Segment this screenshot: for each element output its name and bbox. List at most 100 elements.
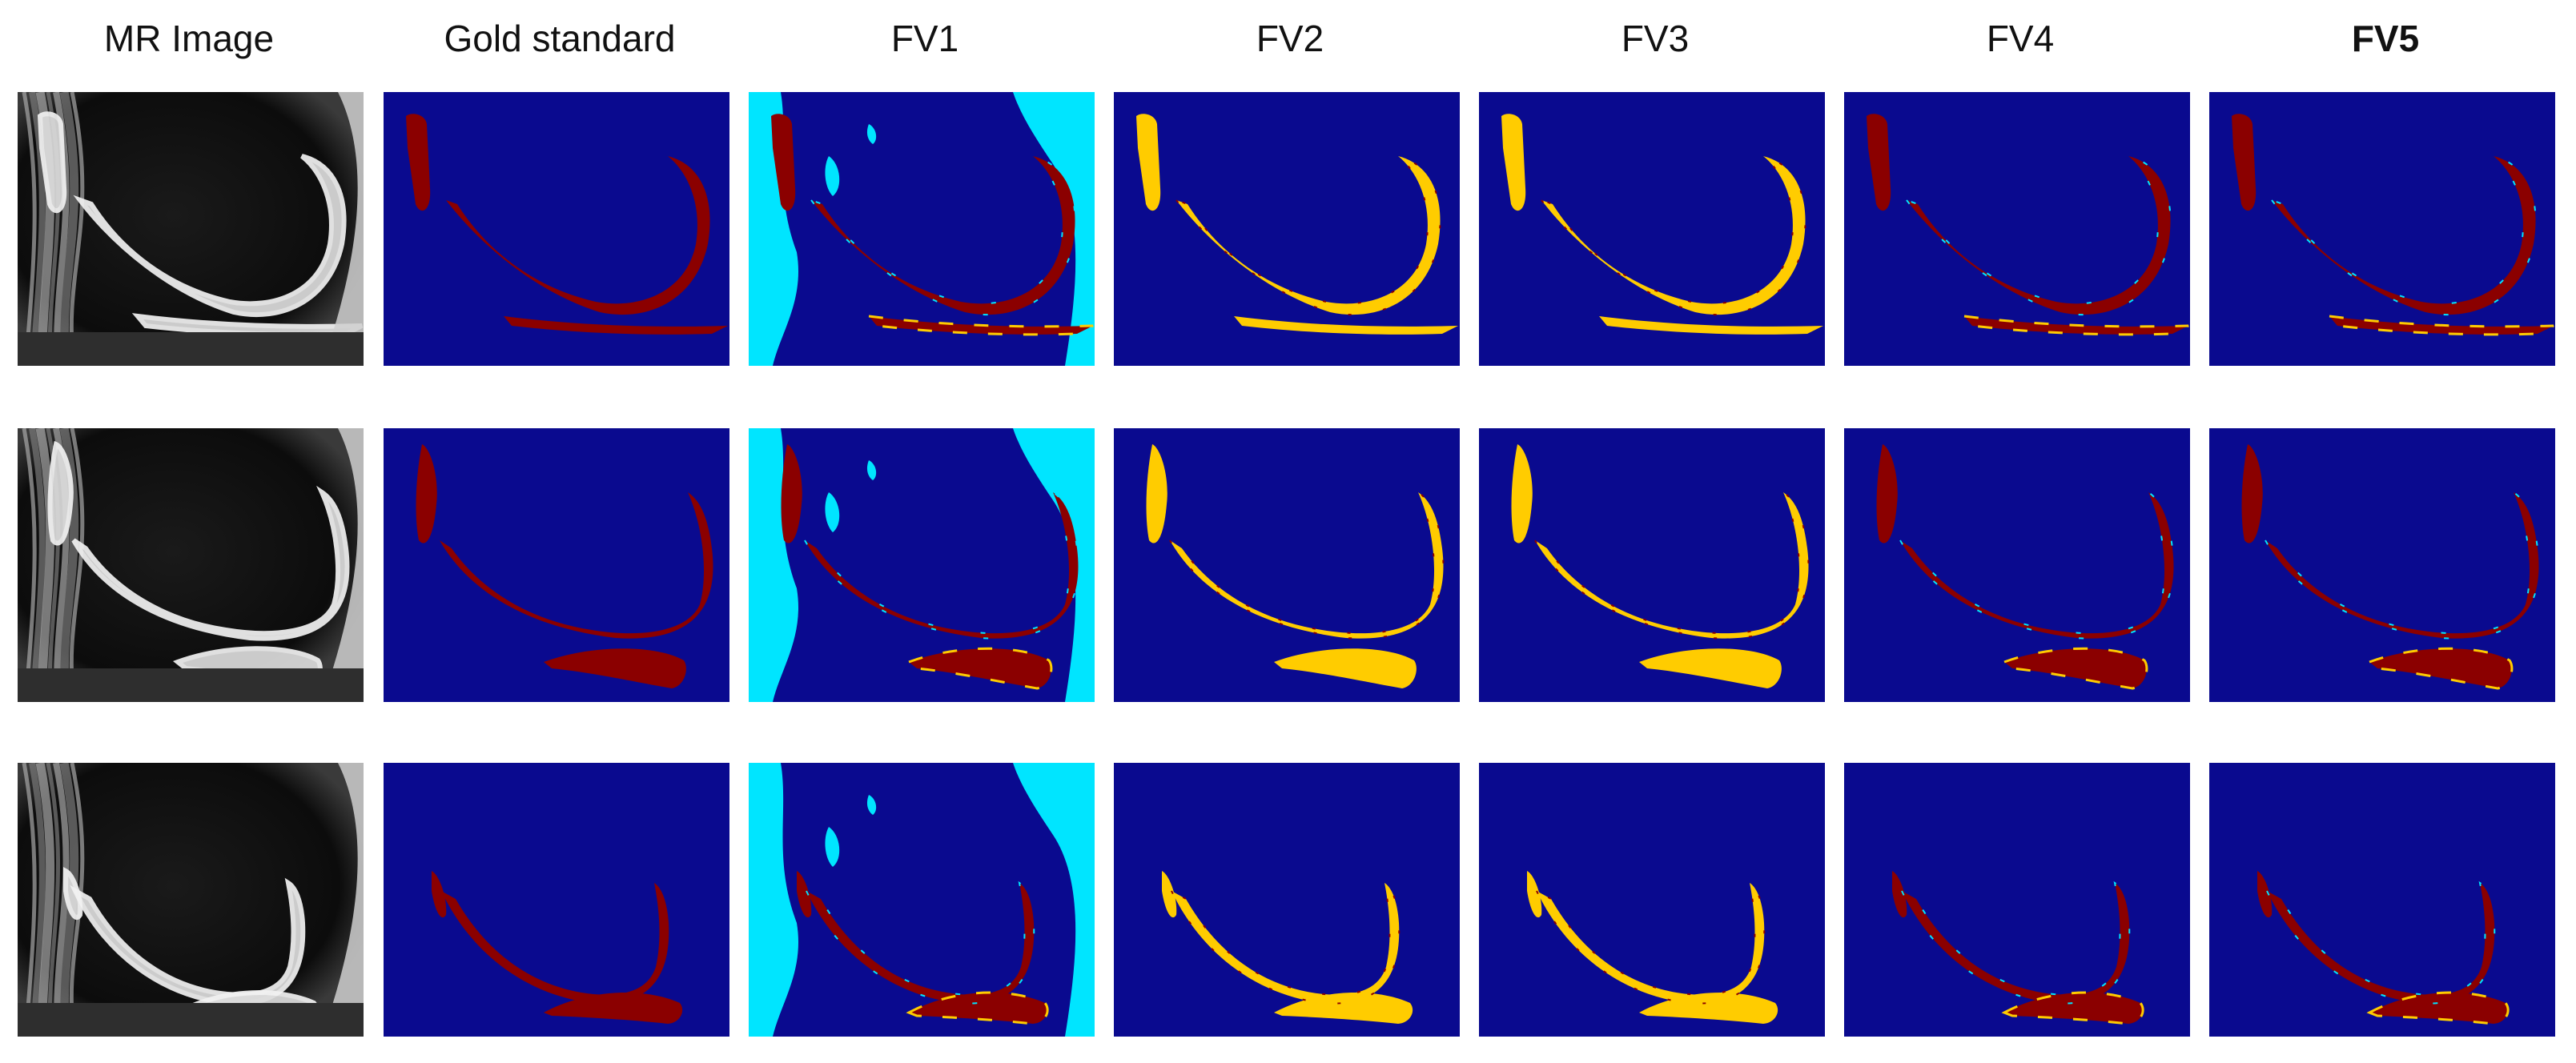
false-positive-edge [804, 880, 1035, 1005]
gold-standard-image-row-2 [384, 428, 729, 702]
fv5-image-row-3 [2209, 763, 2555, 1037]
cartilage-patella [1501, 114, 1526, 211]
cartilage-femur [1171, 883, 1400, 1004]
fv1-image-row-2 [749, 428, 1095, 702]
column-title-mr-image: MR Image [103, 18, 275, 59]
false-positive-region [749, 763, 799, 1037]
cartilage-femur [811, 156, 1075, 315]
panel-fv5-row-1 [2209, 92, 2555, 366]
panel-fv1-row-2 [749, 428, 1095, 702]
fv1-image-row-3 [749, 763, 1095, 1037]
cartilage-femur [446, 156, 710, 315]
panel-mr-image-row-1 [18, 92, 364, 366]
cartilage-femur [1907, 156, 2171, 315]
column-title-fv1: FV1 [890, 18, 959, 59]
panel-fv1-row-3 [749, 763, 1095, 1037]
column-title-gold-standard: Gold standard [444, 18, 676, 59]
false-negative-edge [906, 647, 1053, 690]
soft-tissue-streak [22, 428, 37, 702]
cartilage-patella [416, 444, 437, 544]
column-title-fv5: FV5 [2351, 18, 2420, 59]
cartilage-tibia [1639, 993, 1778, 1024]
mri-right-tissue [322, 92, 364, 366]
soft-tissue-streak [35, 428, 55, 702]
segmentation-background [2209, 92, 2555, 366]
false-negative-edge [2366, 647, 2514, 690]
true-positive-specks [1534, 880, 1766, 1005]
mri-patella-rim [63, 867, 83, 921]
soft-tissue-streak [29, 763, 46, 1037]
panel-fv3-row-3 [1479, 763, 1825, 1037]
soft-tissue-streak [29, 92, 46, 366]
cartilage-femur [1902, 883, 2130, 1004]
mri-lower-band [18, 332, 364, 366]
cartilage-femur [440, 492, 713, 639]
cartilage-tibia [1274, 993, 1413, 1024]
cartilage-tibia [1274, 648, 1417, 688]
soft-tissue-streak [59, 92, 79, 366]
mri-right-tissue [322, 428, 364, 702]
cartilage-patella [1876, 444, 1898, 544]
panel-fv4-row-2 [1844, 428, 2190, 702]
soft-tissue-streak [29, 428, 46, 702]
mri-femur-rim [73, 154, 347, 318]
column-title-fv4: FV4 [1986, 18, 2055, 59]
cartilage-femur [2265, 492, 2539, 639]
gold-standard-image-row-3 [384, 763, 729, 1037]
false-negative-edge [2001, 647, 2148, 690]
fv5-image-row-2 [2209, 428, 2555, 702]
fv3-image-row-3 [1479, 763, 1825, 1037]
panel-mr-image-row-2 [18, 428, 364, 702]
false-negative-edge [2001, 991, 2144, 1025]
soft-tissue-streak [22, 763, 37, 1037]
cartilage-patella [2257, 871, 2273, 918]
cartilage-patella [1527, 871, 1542, 918]
cartilage-femur [805, 492, 1079, 639]
fv2-image-row-1 [1114, 92, 1460, 366]
panel-fv5-row-2 [2209, 428, 2555, 702]
cartilage-femur [1541, 156, 1806, 315]
false-positive-region [866, 795, 877, 815]
false-positive-edge [1899, 880, 2131, 1005]
cartilage-femur [2272, 156, 2536, 315]
fv2-image-row-3 [1114, 763, 1460, 1037]
false-positive-region [1013, 763, 1095, 1037]
cartilage-tibia [1639, 648, 1782, 688]
false-positive-region [866, 460, 877, 480]
false-negative-edge [1961, 315, 2189, 336]
panel-fv2-row-2 [1114, 428, 1460, 702]
cartilage-patella [1146, 444, 1167, 544]
cartilage-tibia [544, 648, 686, 688]
cartilage-femur [441, 883, 669, 1004]
cartilage-patella [432, 871, 447, 918]
mr-image-image-row-1 [18, 92, 364, 366]
soft-tissue-streak [22, 92, 37, 366]
mr-image-image-row-2 [18, 428, 364, 702]
fv4-image-row-3 [1844, 763, 2190, 1037]
segmentation-background [1479, 92, 1825, 366]
cartilage-femur [1535, 492, 1809, 639]
fv4-image-row-1 [1844, 92, 2190, 366]
fv2-image-row-2 [1114, 428, 1460, 702]
panel-mr-image-row-3 [18, 763, 364, 1037]
cartilage-tibia [909, 648, 1051, 688]
soft-tissue-streak [53, 763, 70, 1037]
mri-femur-rim [70, 877, 306, 1006]
panel-fv4-row-1 [1844, 92, 2190, 366]
mri-patella-rim [37, 111, 67, 214]
panel-fv4-row-3 [1844, 763, 2190, 1037]
cartilage-patella [1892, 871, 1907, 918]
false-positive-region [866, 124, 877, 144]
cartilage-femur [1176, 156, 1441, 315]
segmentation-background [384, 92, 729, 366]
panel-fv2-row-1 [1114, 92, 1460, 366]
true-positive-specks [1169, 880, 1401, 1005]
cartilage-patella [1136, 114, 1161, 211]
panel-gold-standard-row-3 [384, 763, 729, 1037]
false-negative-edge [2326, 315, 2554, 336]
cartilage-tibia [1234, 316, 1458, 335]
false-negative-edge [2366, 991, 2510, 1025]
panel-fv2-row-3 [1114, 763, 1460, 1037]
false-positive-region [749, 428, 799, 702]
mri-right-tissue [322, 763, 364, 1037]
